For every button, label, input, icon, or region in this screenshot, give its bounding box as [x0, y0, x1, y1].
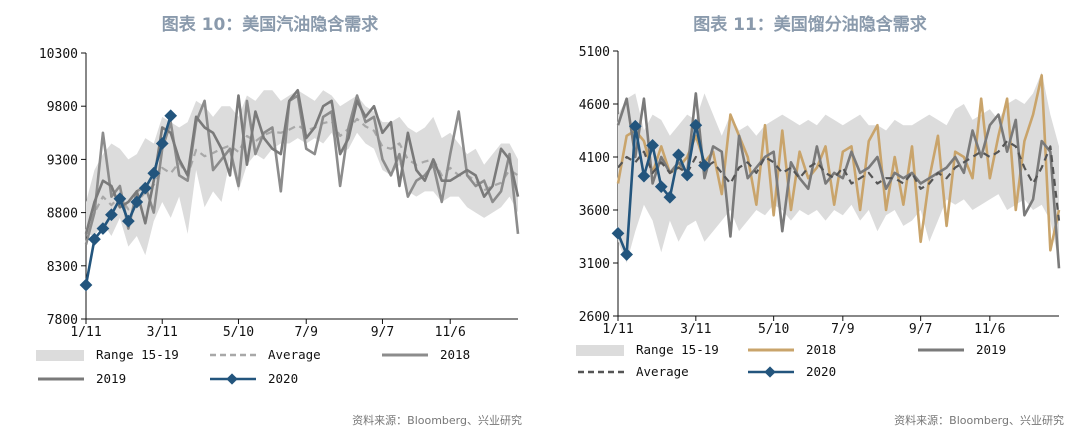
x-tick-label: 1/11	[70, 325, 101, 340]
source-note: 资料来源：Bloomberg、兴业研究	[894, 414, 1064, 427]
legend-label-average: Average	[636, 364, 689, 379]
series-2020-point	[88, 232, 101, 246]
y-tick-label: 4100	[579, 151, 610, 166]
legend-swatch-2019	[918, 348, 964, 352]
series-2020-point	[164, 109, 178, 123]
x-tick-label: 5/10	[223, 325, 254, 340]
legend-swatch-2020	[210, 373, 256, 385]
chart-title: 图表 11：美国馏分油隐含需求	[693, 15, 927, 35]
legend-swatch-average	[210, 353, 256, 357]
legend-swatch-average	[578, 370, 624, 374]
range-band	[618, 72, 1059, 263]
x-tick-label: 9/7	[371, 325, 394, 340]
y-tick-label: 3100	[579, 257, 610, 272]
distillate-chart-panel: 图表 11：美国馏分油隐含需求 2600 3100 3600 4100 4600 5100…	[540, 0, 1080, 438]
legend-label-average: Average	[268, 347, 321, 362]
legend-label-range: Range 15-19	[636, 342, 719, 357]
x-tick-label: 7/9	[294, 325, 317, 340]
series-2020-point	[79, 278, 93, 292]
legend-label-2020: 2020	[268, 371, 299, 386]
series-2020-point	[113, 192, 127, 206]
x-tick-label: 3/11	[147, 325, 178, 340]
series-2020-point	[96, 222, 110, 235]
x-tick-label: 9/7	[909, 322, 932, 337]
series-2020-point	[155, 137, 169, 150]
x-tick-label: 1/11	[602, 322, 633, 337]
legend-label-2018: 2018	[806, 342, 837, 357]
x-tick-label: 7/9	[831, 322, 854, 337]
legend-swatch-2020	[748, 366, 794, 378]
gasoline-chart: 7800 8300 8800 9300 9800 10300 1/11 3/11 5/10 7/9…	[39, 47, 520, 340]
x-tick-label: 5/10	[758, 322, 789, 337]
y-tick-label: 9800	[47, 100, 78, 115]
legend-swatch-2018	[382, 353, 428, 357]
series-2020-point	[105, 208, 118, 222]
y-tick-label: 2600	[579, 310, 610, 325]
y-tick-label: 8800	[47, 207, 78, 222]
series-2020-point	[130, 195, 144, 209]
y-tick-label: 9300	[47, 153, 78, 168]
y-tick-label: 8300	[47, 260, 78, 275]
series-2018-line	[84, 94, 520, 245]
x-tick-label: 11/6	[974, 322, 1005, 337]
source-note: 资料来源：Bloomberg、兴业研究	[352, 414, 522, 427]
legend-label-2019: 2019	[976, 342, 1007, 357]
series-2020-point	[663, 190, 677, 204]
distillate-chart: 2600 3100 3600 4100 4600 5100 1/11 3/11 5/10 7/9 9…	[579, 45, 1061, 337]
legend-swatch-2019	[38, 377, 84, 381]
series-2020-point	[646, 138, 659, 152]
y-tick-label: 4600	[579, 98, 610, 113]
legend-swatch-2018	[748, 348, 794, 352]
y-tick-label: 10300	[39, 47, 78, 62]
legend-swatch-range	[576, 345, 624, 356]
gasoline-chart-panel: 图表 10：美国汽油隐含需求 7800 8300 8800 9300 9800 10300…	[36, 15, 522, 427]
x-tick-label: 11/6	[435, 325, 466, 340]
legend-label-2019: 2019	[96, 371, 127, 386]
y-tick-label: 5100	[579, 45, 610, 60]
chart-title: 图表 10：美国汽油隐含需求	[161, 15, 379, 35]
series-2020-point	[680, 168, 694, 182]
legend-swatch-range	[36, 350, 84, 361]
series-average-line	[617, 140, 1061, 221]
legend-label-2018: 2018	[440, 347, 471, 362]
series-2020-point	[147, 166, 161, 180]
x-tick-label: 3/11	[680, 322, 711, 337]
legend-label-range: Range 15-19	[96, 347, 179, 362]
y-tick-label: 7800	[47, 313, 78, 328]
series-2019-line	[616, 92, 1061, 269]
y-tick-label: 3600	[579, 204, 610, 219]
series-2020-point	[138, 181, 152, 195]
legend-label-2020: 2020	[806, 364, 837, 379]
